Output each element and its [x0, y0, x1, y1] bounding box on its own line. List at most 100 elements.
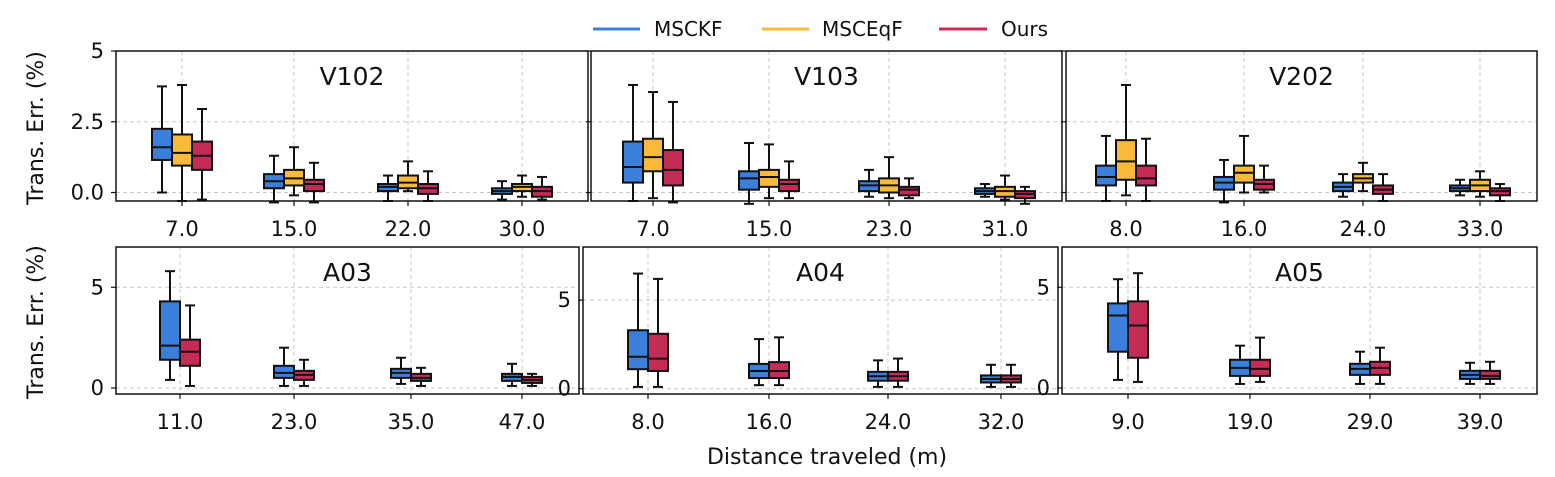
box-iqr: [898, 185, 920, 197]
box-msckf-32.0: [980, 363, 1002, 388]
panel-frame: [582, 246, 1059, 395]
box-iqr: [1249, 358, 1271, 377]
box-iqr: [642, 137, 664, 173]
box-msckf-19.0: [1229, 344, 1251, 385]
panel-a05: A05 9.0 19.0 29.0 39.0 0 5: [1037, 246, 1538, 434]
panel-v103: V103 7.0 15.0 23.0 31.0: [586, 50, 1063, 241]
x-tick-label: 7.0: [636, 217, 669, 241]
x-tick-label: 16.0: [746, 410, 793, 434]
box-iqr: [1095, 164, 1117, 187]
y-tick-label: 5: [1037, 275, 1050, 299]
box-ours-24.0: [887, 357, 909, 388]
box-msceqf-16.0: [1233, 134, 1255, 194]
x-tick-label: 24.0: [865, 410, 912, 434]
box-msckf-23.0: [273, 346, 295, 387]
box-ours-9.0: [1127, 272, 1149, 383]
panel-title: A05: [1275, 258, 1324, 287]
panel-title: V202: [1269, 62, 1334, 91]
box-ours-22.0: [417, 170, 439, 202]
legend-item-msckf: MSCKF: [593, 17, 723, 41]
box-msckf-31.0: [974, 183, 996, 198]
box-msckf-9.0: [1107, 278, 1129, 381]
x-tick-label: 30.0: [499, 217, 546, 241]
box-ours-7.0: [191, 108, 213, 201]
box-ours-8.0: [647, 277, 669, 388]
box-msckf-39.0: [1459, 361, 1481, 385]
legend-label-mscqef: MSCEqF: [822, 17, 903, 41]
y-tick-label: 0: [91, 376, 104, 400]
box-msckf-8.0: [627, 272, 649, 388]
box-ours-7.0: [662, 100, 684, 204]
box-msckf-47.0: [501, 362, 523, 387]
box-msckf-8.0: [1095, 134, 1117, 202]
y-axis-label-bottom: Trans. Err. (%): [24, 245, 49, 400]
box-msceqf-7.0: [642, 91, 664, 200]
x-tick-label: 15.0: [746, 217, 793, 241]
x-tick-label: 39.0: [1457, 410, 1504, 434]
box-iqr: [647, 332, 669, 372]
box-iqr: [627, 329, 649, 371]
panel-title: V102: [320, 62, 385, 91]
x-tick-label: 8.0: [631, 410, 664, 434]
box-iqr: [179, 338, 201, 367]
box-iqr: [303, 178, 325, 193]
x-tick-label: 11.0: [157, 410, 204, 434]
box-msceqf-15.0: [283, 146, 305, 197]
box-iqr: [1107, 302, 1129, 353]
box-msceqf-8.0: [1115, 83, 1137, 197]
panel-v102: V102 7.0 15.0 22.0 30.0 0.0 2.5 5: [71, 39, 589, 241]
panel-frame: [590, 50, 1063, 202]
box-iqr: [273, 364, 295, 379]
box-ours-15.0: [303, 161, 325, 204]
box-ours-15.0: [778, 160, 800, 200]
x-tick-label: 9.0: [1111, 410, 1144, 434]
box-ours-11.0: [179, 304, 201, 387]
panel-frame: [115, 246, 580, 395]
box-iqr: [1115, 139, 1137, 181]
y-tick-label: 5: [91, 39, 104, 63]
panel-frame: [1065, 50, 1538, 202]
legend: MSCKF MSCEqF Ours: [593, 17, 1048, 41]
box-msckf-16.0: [748, 338, 770, 387]
box-ours-23.0: [898, 177, 920, 200]
x-tick-label: 33.0: [1457, 217, 1504, 241]
box-ours-29.0: [1369, 346, 1391, 385]
box-ours-16.0: [768, 336, 790, 387]
box-ours-32.0: [1000, 363, 1022, 388]
x-tick-label: 24.0: [1340, 217, 1387, 241]
box-ours-30.0: [531, 175, 553, 201]
box-iqr: [622, 140, 644, 184]
legend-label-msckf: MSCKF: [654, 17, 723, 41]
box-msceqf-15.0: [758, 143, 780, 200]
box-iqr: [662, 149, 684, 187]
box-msceqf-33.0: [1469, 170, 1491, 198]
box-msckf-24.0: [1332, 173, 1354, 198]
box-ours-8.0: [1135, 137, 1157, 202]
box-msckf-7.0: [151, 85, 173, 194]
x-tick-label: 8.0: [1109, 217, 1142, 241]
box-ours-23.0: [293, 358, 315, 387]
box-iqr: [758, 168, 780, 188]
box-iqr: [171, 133, 193, 167]
box-ours-35.0: [410, 366, 432, 387]
y-tick-label: 0.0: [71, 181, 104, 205]
box-msceqf-30.0: [511, 174, 533, 198]
box-msckf-7.0: [622, 83, 644, 202]
legend-label-ours: Ours: [1001, 17, 1048, 41]
box-iqr: [1135, 164, 1157, 187]
panel-a03: A03 11.0 23.0 35.0 47.0 0 5: [91, 246, 580, 434]
box-iqr: [151, 127, 173, 161]
box-msckf-15.0: [738, 141, 760, 205]
y-tick-label: 0: [558, 377, 571, 401]
box-iqr: [1479, 369, 1501, 380]
y-tick-label: 2.5: [71, 110, 104, 134]
panel-title: A03: [323, 258, 372, 287]
panel-frame: [1061, 246, 1538, 395]
box-msceqf-24.0: [1352, 161, 1374, 193]
box-msceqf-23.0: [878, 156, 900, 200]
box-ours-47.0: [521, 372, 543, 387]
y-tick-label: 5: [91, 275, 104, 299]
box-msceqf-7.0: [171, 83, 193, 202]
legend-item-ours: Ours: [939, 17, 1048, 41]
box-iqr: [1127, 300, 1149, 359]
